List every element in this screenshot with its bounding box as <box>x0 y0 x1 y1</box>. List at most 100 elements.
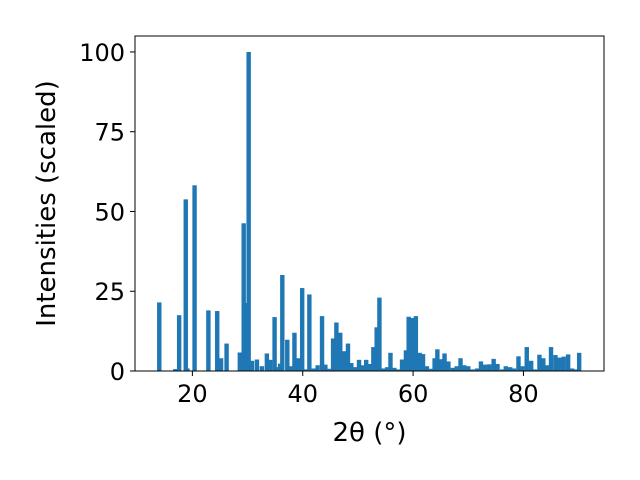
bar <box>499 369 505 371</box>
y-tick-label: 50 <box>94 198 125 226</box>
bar <box>458 358 463 371</box>
bar <box>432 358 437 371</box>
axis-ticks: 20 40 60 80 0 25 50 75 100 <box>79 39 539 408</box>
bar <box>557 357 562 371</box>
bar <box>388 352 393 371</box>
y-tick-label: 25 <box>94 278 125 306</box>
x-tick-label: 20 <box>177 380 208 408</box>
bar <box>470 369 475 371</box>
bar <box>399 359 405 371</box>
bar <box>532 369 538 371</box>
bar <box>417 352 422 371</box>
bar <box>241 223 246 371</box>
bar <box>296 358 301 371</box>
bar <box>553 355 558 371</box>
bar <box>528 360 534 371</box>
bar <box>292 332 297 371</box>
bar <box>243 303 248 371</box>
bar <box>259 366 265 371</box>
bar <box>377 297 382 371</box>
bar <box>345 343 351 371</box>
bar <box>218 358 224 371</box>
bar <box>367 363 373 371</box>
bar <box>352 367 358 371</box>
bar <box>303 369 308 371</box>
bar <box>420 354 426 371</box>
bar <box>503 366 508 371</box>
bar <box>363 359 369 371</box>
bar <box>544 365 550 371</box>
bar <box>541 358 546 371</box>
bar <box>374 327 379 371</box>
bar <box>507 367 513 371</box>
bar <box>403 350 409 371</box>
bar <box>462 365 467 371</box>
bar <box>272 317 277 371</box>
bar <box>392 367 397 371</box>
bar <box>267 359 273 371</box>
bar <box>561 356 566 371</box>
x-tick-label: 60 <box>398 380 429 408</box>
bar <box>330 338 336 371</box>
x-tick-label: 40 <box>287 380 318 408</box>
bar <box>173 369 178 371</box>
bar <box>516 356 521 371</box>
bar <box>215 311 220 371</box>
plot-frame <box>134 35 605 372</box>
bar <box>254 359 260 371</box>
bar <box>185 368 190 371</box>
bar <box>264 353 270 371</box>
y-tick-label: 100 <box>79 39 125 67</box>
bar <box>360 365 366 371</box>
bar <box>341 351 347 371</box>
bar <box>384 367 390 371</box>
bar <box>573 369 578 371</box>
bar <box>478 361 484 371</box>
bar <box>491 358 496 371</box>
bar <box>520 366 525 371</box>
bar <box>249 360 255 371</box>
bar <box>537 354 542 371</box>
bar <box>192 185 197 371</box>
bar <box>381 368 386 371</box>
bar <box>413 316 419 371</box>
bar <box>224 343 229 371</box>
bar <box>323 364 328 371</box>
bar <box>299 288 305 371</box>
bar <box>548 347 554 371</box>
bar <box>482 364 488 371</box>
bar <box>454 366 459 371</box>
bar-series <box>157 51 582 371</box>
bar <box>487 364 492 371</box>
bar <box>326 368 331 371</box>
bar <box>275 367 280 371</box>
bar <box>319 316 325 371</box>
bar <box>349 363 354 371</box>
bar <box>157 302 162 371</box>
bar <box>237 352 243 371</box>
bar <box>395 369 401 371</box>
bar <box>569 368 575 371</box>
bar <box>311 368 316 371</box>
bar <box>446 361 451 371</box>
bar <box>435 349 440 371</box>
bar <box>371 347 376 371</box>
bar <box>315 365 320 371</box>
bar <box>307 294 312 371</box>
bar <box>466 366 471 371</box>
bar <box>356 359 362 371</box>
bar <box>334 322 339 371</box>
bar <box>438 359 443 371</box>
bar <box>338 332 343 371</box>
bar <box>429 368 434 371</box>
x-tick-label: 80 <box>508 380 539 408</box>
bar <box>442 353 447 371</box>
y-tick-label: 75 <box>94 119 125 147</box>
y-tick-label: 0 <box>110 358 125 386</box>
bar <box>524 347 529 371</box>
bar <box>280 274 285 371</box>
bar <box>246 51 251 371</box>
bar <box>576 352 582 371</box>
x-axis-label: 2θ (°) <box>332 418 406 448</box>
